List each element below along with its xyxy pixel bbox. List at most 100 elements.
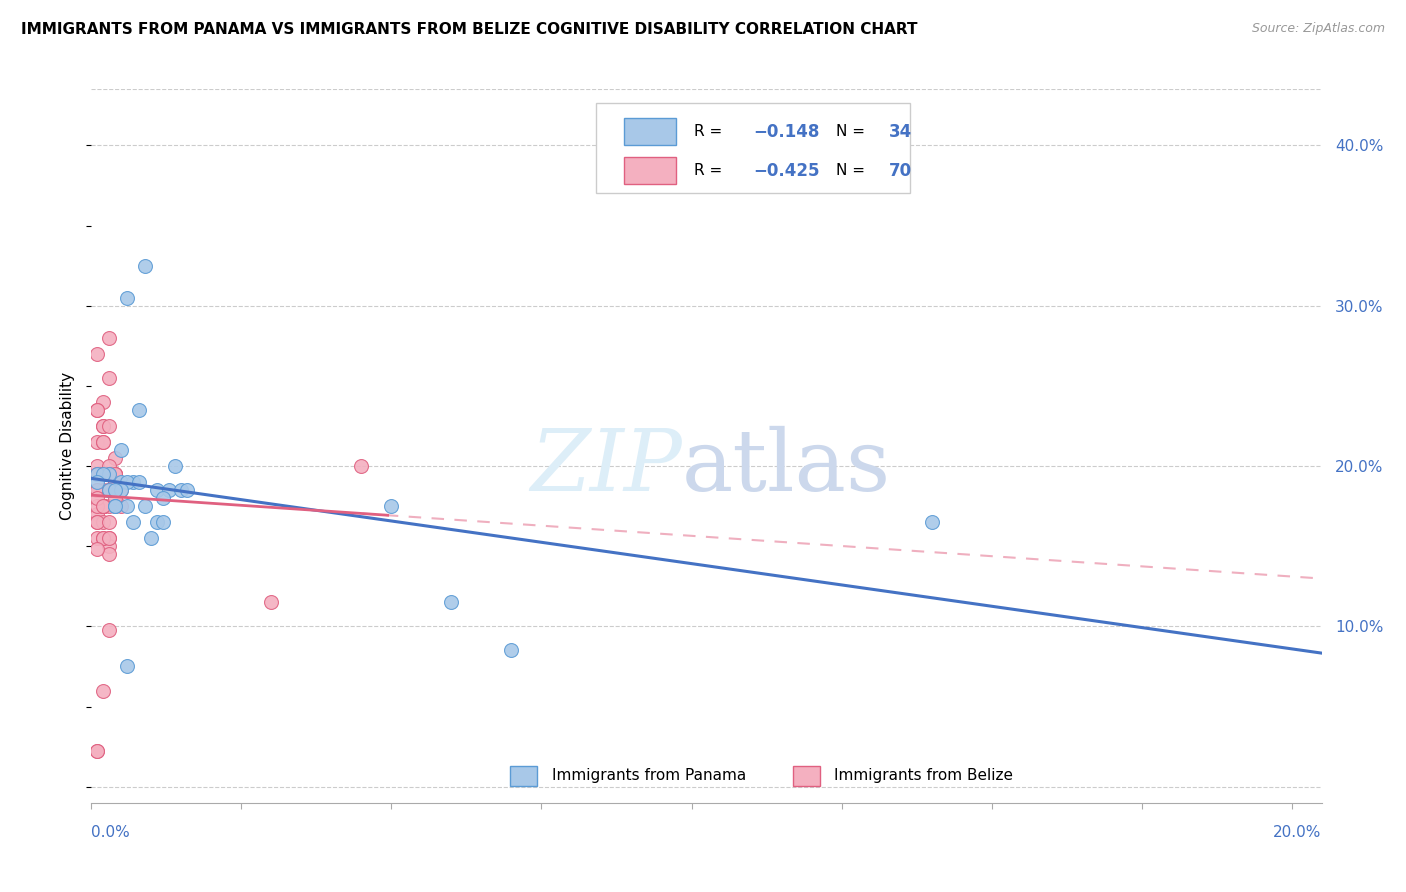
Point <box>104 467 127 481</box>
Point <box>93 499 115 513</box>
Y-axis label: Cognitive Disability: Cognitive Disability <box>60 372 76 520</box>
Point <box>93 499 115 513</box>
Text: ZIP: ZIP <box>530 426 682 508</box>
Point <box>117 475 139 489</box>
Point <box>93 435 115 450</box>
Point <box>93 467 115 481</box>
Text: Immigrants from Belize: Immigrants from Belize <box>834 768 1014 783</box>
Point <box>86 458 108 473</box>
Point <box>93 483 115 497</box>
Point <box>98 483 121 497</box>
Point <box>93 499 115 513</box>
Point <box>93 467 115 481</box>
Text: Source: ZipAtlas.com: Source: ZipAtlas.com <box>1251 22 1385 36</box>
Point <box>110 483 132 497</box>
Point <box>104 483 127 497</box>
Point <box>93 499 115 513</box>
Point <box>350 458 373 473</box>
Point <box>93 467 115 481</box>
Point <box>93 467 115 481</box>
Point <box>152 491 174 505</box>
Text: atlas: atlas <box>682 425 891 509</box>
Point <box>86 467 108 481</box>
Point <box>104 483 127 497</box>
Text: N =: N = <box>835 163 869 178</box>
Point <box>93 531 115 545</box>
Point <box>93 515 115 529</box>
Point <box>152 515 174 529</box>
Point <box>110 442 132 457</box>
Point <box>86 531 108 545</box>
Point <box>86 507 108 521</box>
Text: 70: 70 <box>889 161 911 179</box>
Point <box>86 744 108 758</box>
Point <box>98 467 121 481</box>
Point <box>117 499 139 513</box>
Point <box>98 483 121 497</box>
Point <box>380 499 402 513</box>
Point <box>93 467 115 481</box>
Text: 34: 34 <box>889 123 912 141</box>
Point <box>110 475 132 489</box>
Point <box>93 683 115 698</box>
Point <box>86 483 108 497</box>
Point <box>86 483 108 497</box>
Point <box>98 331 121 345</box>
Point <box>176 483 198 497</box>
Point <box>98 531 121 545</box>
Point <box>86 515 108 529</box>
Point <box>104 499 127 513</box>
Point <box>98 531 121 545</box>
Point <box>98 467 121 481</box>
Point <box>146 515 169 529</box>
Point <box>122 515 145 529</box>
Point <box>98 483 121 497</box>
Point <box>104 467 127 481</box>
Point <box>93 419 115 434</box>
Point <box>117 291 139 305</box>
Point <box>98 458 121 473</box>
Point <box>86 403 108 417</box>
Point <box>93 467 115 481</box>
Point <box>98 419 121 434</box>
Text: R =: R = <box>695 163 727 178</box>
Point <box>93 499 115 513</box>
Point <box>122 475 145 489</box>
Point <box>110 483 132 497</box>
Point <box>157 483 180 497</box>
Point <box>86 475 108 489</box>
Text: 20.0%: 20.0% <box>1274 825 1322 840</box>
Point <box>86 347 108 361</box>
Point <box>98 483 121 497</box>
Point <box>93 419 115 434</box>
Point <box>440 595 463 609</box>
Point <box>98 547 121 561</box>
Text: −0.425: −0.425 <box>754 161 820 179</box>
Point <box>117 659 139 673</box>
Point <box>86 403 108 417</box>
Point <box>98 623 121 637</box>
Point <box>93 435 115 450</box>
Point <box>104 467 127 481</box>
Point <box>141 531 163 545</box>
Point <box>86 467 108 481</box>
Point <box>93 531 115 545</box>
Text: 0.0%: 0.0% <box>91 825 131 840</box>
Point <box>104 499 127 513</box>
FancyBboxPatch shape <box>509 765 537 786</box>
Text: IMMIGRANTS FROM PANAMA VS IMMIGRANTS FROM BELIZE COGNITIVE DISABILITY CORRELATIO: IMMIGRANTS FROM PANAMA VS IMMIGRANTS FRO… <box>21 22 918 37</box>
Point <box>501 643 523 657</box>
Point <box>86 491 108 505</box>
Point <box>260 595 283 609</box>
Point <box>146 483 169 497</box>
Text: N =: N = <box>835 124 869 139</box>
Text: Immigrants from Panama: Immigrants from Panama <box>551 768 745 783</box>
Point <box>104 467 127 481</box>
Point <box>98 499 121 513</box>
Point <box>128 475 150 489</box>
Point <box>93 499 115 513</box>
Point <box>93 499 115 513</box>
Point <box>93 499 115 513</box>
Point <box>921 515 943 529</box>
FancyBboxPatch shape <box>624 118 676 145</box>
